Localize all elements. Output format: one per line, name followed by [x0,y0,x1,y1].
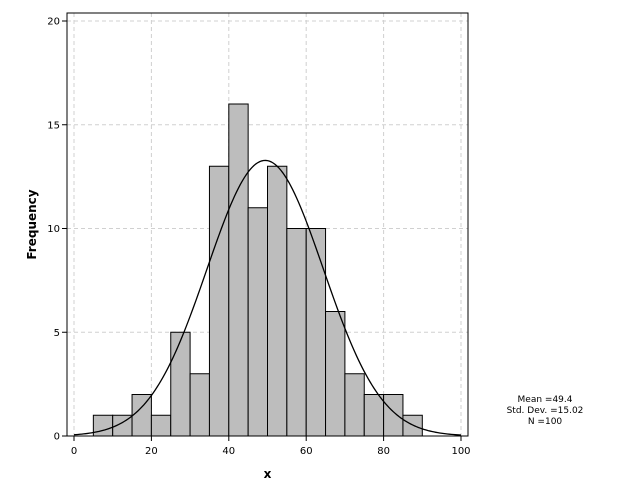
x-axis-title: x [264,467,272,481]
y-tick-label-3: 15 [47,120,60,131]
histogram-bar-6 [208,165,230,437]
histogram-bar-10 [286,228,307,437]
histogram-bar-5 [189,373,210,437]
x-tick-label-1: 20 [145,446,158,457]
bars [92,103,423,437]
histogram-bar-11 [305,228,327,437]
histogram-bar-0 [92,414,114,437]
normal-curve [73,159,462,436]
grid [67,13,468,436]
histogram-bar-14 [363,394,385,437]
x-tick-label-0: 0 [71,446,77,457]
x-tick-label-3: 60 [300,446,313,457]
stats-mean: Mean =49.4 [518,395,573,405]
histogram-bar-12 [325,311,346,437]
histogram-bar-15 [383,394,404,437]
y-tick-label-2: 10 [47,224,60,235]
histogram-bar-8 [247,207,268,437]
x-tick-label-2: 40 [222,446,235,457]
y-axis-title: Frequency [25,189,39,259]
x-axis: 0 20 40 60 80 100 [71,436,471,457]
histogram-bar-9 [267,165,288,437]
y-axis: 0 5 10 15 20 [47,17,67,443]
y-tick-label-1: 5 [54,328,60,339]
histogram-bar-4 [170,331,191,437]
x-tick-label-4: 80 [377,446,390,457]
histogram-bar-2 [131,394,152,437]
stats-std-dev: Std. Dev. =15.02 [507,406,584,416]
histogram-bar-13 [344,373,365,437]
stats-n: N =100 [528,417,563,427]
stats-box: Mean =49.4 Std. Dev. =15.02 N =100 [507,395,584,427]
y-tick-label-0: 0 [54,432,60,443]
histogram-bar-7 [228,103,249,437]
plot-frame [66,12,469,437]
y-tick-label-4: 20 [47,17,60,28]
histogram-bar-3 [150,414,172,437]
x-tick-label-5: 100 [451,446,470,457]
